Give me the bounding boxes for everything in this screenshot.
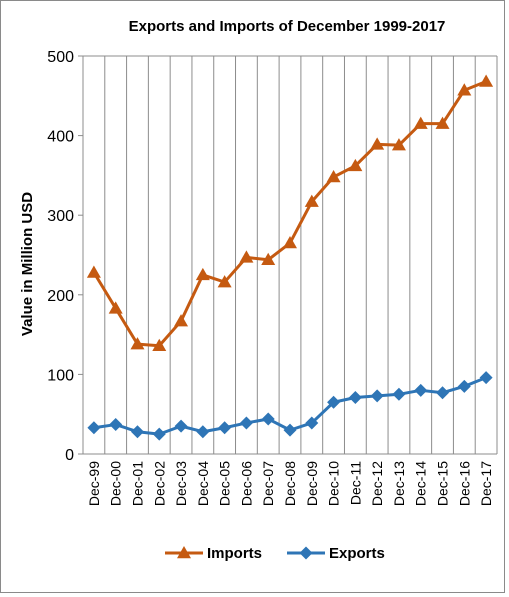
imports-point bbox=[195, 267, 210, 281]
x-tick-label: Dec-15 bbox=[435, 461, 451, 506]
legend-marker bbox=[299, 546, 313, 560]
x-tick-label: Dec-06 bbox=[238, 461, 254, 506]
imports-point bbox=[108, 301, 123, 314]
exports-point bbox=[392, 387, 406, 401]
y-tick-label: 100 bbox=[47, 367, 74, 384]
x-tick-label: Dec-11 bbox=[347, 461, 363, 505]
x-tick-label: Dec-04 bbox=[195, 461, 211, 506]
imports-point bbox=[304, 194, 319, 207]
x-tick-label: Dec-12 bbox=[369, 461, 385, 506]
imports-point bbox=[370, 137, 385, 150]
y-tick-label: 0 bbox=[65, 447, 74, 464]
exports-point bbox=[436, 386, 450, 400]
imports-point bbox=[283, 236, 297, 249]
exports-point bbox=[327, 395, 341, 409]
exports-point bbox=[305, 416, 319, 430]
imports-point bbox=[217, 275, 232, 288]
imports-point bbox=[326, 169, 341, 183]
x-tick-label: Dec-10 bbox=[326, 461, 342, 506]
exports-point bbox=[109, 418, 123, 432]
x-tick-label: Dec-09 bbox=[304, 461, 320, 506]
imports-point bbox=[152, 338, 167, 351]
exports-point bbox=[174, 419, 188, 433]
imports-point bbox=[479, 74, 494, 87]
exports-point bbox=[348, 390, 362, 404]
x-tick-label: Dec-13 bbox=[391, 461, 407, 506]
x-tick-label: Dec-02 bbox=[151, 461, 167, 506]
exports-point bbox=[152, 427, 166, 441]
imports-point bbox=[174, 314, 189, 327]
exports-point bbox=[261, 412, 275, 426]
exports-point bbox=[239, 416, 253, 430]
x-tick-label: Dec-16 bbox=[456, 461, 472, 506]
y-tick-label: 400 bbox=[47, 129, 74, 146]
chart-title: Exports and Imports of December 1999-201… bbox=[129, 18, 446, 35]
imports-point bbox=[239, 250, 254, 263]
y-tick-label: 200 bbox=[47, 288, 74, 305]
exports-point bbox=[283, 423, 297, 437]
x-tick-label: Dec-01 bbox=[129, 461, 145, 506]
legend-label: Imports bbox=[207, 545, 262, 562]
x-tick-label: Dec-99 bbox=[86, 461, 102, 506]
imports-point bbox=[391, 138, 406, 151]
series-imports bbox=[86, 74, 494, 351]
imports-point bbox=[413, 116, 428, 129]
x-tick-label: Dec-05 bbox=[217, 461, 233, 506]
legend-item-imports: Imports bbox=[165, 545, 262, 562]
y-axis-label: Value in Million USD bbox=[19, 192, 36, 336]
x-tick-label: Dec-03 bbox=[173, 461, 189, 506]
axes bbox=[82, 55, 497, 455]
y-tick-labels: 0 100 200 300 400 500 bbox=[47, 49, 83, 464]
x-tick-labels: Dec-99 Dec-00 Dec-01 Dec-02 Dec-03 Dec-04 Dec-… bbox=[86, 461, 494, 506]
imports-point bbox=[435, 116, 450, 129]
legend-label: Exports bbox=[329, 545, 385, 562]
imports-point bbox=[130, 337, 145, 350]
exports-point bbox=[218, 421, 232, 435]
gridlines bbox=[82, 56, 498, 454]
y-tick-label: 300 bbox=[47, 208, 74, 225]
imports-point bbox=[86, 265, 101, 278]
exports-point bbox=[457, 379, 471, 393]
x-tick-label: Dec-08 bbox=[282, 461, 298, 506]
legend-marker bbox=[177, 546, 191, 559]
y-tick-label: 500 bbox=[47, 49, 74, 66]
legend-item-exports: Exports bbox=[287, 545, 385, 562]
imports-point bbox=[261, 252, 276, 266]
imports-point bbox=[348, 158, 363, 172]
series bbox=[86, 74, 494, 441]
exports-point bbox=[87, 421, 101, 435]
imports-point bbox=[457, 83, 472, 96]
exports-point bbox=[196, 425, 210, 439]
exports-point bbox=[370, 389, 384, 403]
imports-line bbox=[92, 80, 487, 348]
exports-point bbox=[479, 371, 493, 385]
x-tick-label: Dec-14 bbox=[413, 461, 429, 506]
series-exports bbox=[87, 371, 493, 441]
legend: Imports Exports bbox=[165, 545, 385, 562]
exports-point bbox=[414, 383, 428, 397]
x-tick-label: Dec-00 bbox=[108, 461, 124, 506]
x-tick-label: Dec-17 bbox=[478, 461, 494, 506]
x-tick-label: Dec-07 bbox=[260, 461, 276, 506]
exports-point bbox=[130, 425, 144, 439]
